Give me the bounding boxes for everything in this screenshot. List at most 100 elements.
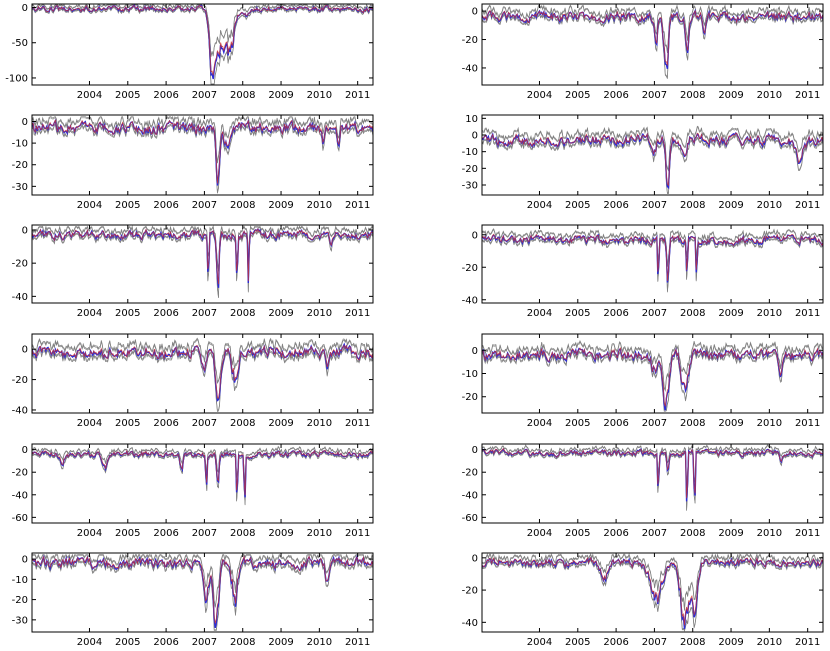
band-line — [32, 451, 373, 506]
x-tick-label: 2004 — [527, 308, 552, 319]
x-tick-label: 2011 — [345, 308, 370, 319]
panel-6-2: -40 -20 0 2004 2005 2006 2007 2008 2009 2010 2011 — [462, 552, 824, 648]
band-line — [32, 445, 373, 485]
y-tick-label: -20 — [462, 392, 478, 403]
x-tick-label: 2009 — [268, 637, 293, 648]
y-tick-label: 0 — [22, 225, 28, 236]
panel-frame — [481, 552, 824, 633]
y-tick-label: 0 — [472, 230, 478, 241]
x-tick-label: 2005 — [115, 200, 140, 211]
y-tick-label: -10 — [462, 369, 478, 380]
y-tick-label: -20 — [12, 468, 28, 479]
x-tick-label: 2005 — [115, 308, 140, 319]
y-tick-label: -40 — [462, 295, 478, 306]
x-tick-label: 2006 — [153, 200, 178, 211]
x-tick-label: 2008 — [230, 308, 255, 319]
series-group — [482, 553, 823, 632]
band-line — [32, 115, 373, 163]
series-line-red — [32, 449, 373, 496]
x-tick-label: 2011 — [345, 528, 370, 539]
panel-5-1: -60 -40 -20 0 2004 2005 2006 2007 2008 2009 2010 20… — [12, 443, 374, 539]
x-tick-label: 2009 — [268, 90, 293, 101]
panel-3-1: -40 -20 0 2004 2005 2006 2007 2008 2009 2010 2011 — [12, 224, 374, 319]
band-line — [482, 444, 823, 486]
series-line-blue — [482, 132, 823, 190]
x-tick-label: 2008 — [680, 90, 705, 101]
x-tick-label: 2004 — [527, 637, 552, 648]
x-tick-label: 2008 — [680, 528, 705, 539]
panel-3-2: -40 -20 0 2004 2005 2006 2007 2008 2009 2010 2011 — [462, 224, 824, 319]
x-tick-label: 2009 — [718, 308, 743, 319]
x-tick-label: 2010 — [757, 418, 782, 429]
x-tick-label: 2007 — [642, 418, 667, 429]
x-tick-label: 2006 — [153, 637, 178, 648]
series-line-blue — [32, 449, 373, 498]
x-tick-label: 2008 — [680, 637, 705, 648]
band-line — [32, 451, 373, 505]
x-tick-label: 2006 — [603, 308, 628, 319]
y-tick-label: 0 — [472, 131, 478, 142]
x-tick-label: 2011 — [795, 418, 820, 429]
band-line — [32, 559, 373, 631]
x-tick-label: 2006 — [153, 418, 178, 429]
band-line — [482, 449, 823, 511]
band-line — [482, 4, 823, 53]
series-line-red — [32, 555, 373, 624]
series-line-blue — [32, 118, 373, 186]
y-tick-label: -30 — [12, 182, 28, 193]
band-line — [32, 6, 373, 85]
x-tick-label: 2008 — [230, 637, 255, 648]
y-tick-label: -30 — [462, 181, 478, 192]
x-tick-label: 2006 — [153, 90, 178, 101]
x-tick-label: 2009 — [718, 90, 743, 101]
series-line-red — [482, 233, 823, 281]
x-tick-label: 2007 — [642, 528, 667, 539]
x-tick-label: 2004 — [77, 637, 102, 648]
x-tick-label: 2010 — [757, 637, 782, 648]
band-line — [32, 4, 373, 57]
band-line — [482, 553, 823, 610]
series-group — [482, 228, 823, 293]
band-line — [32, 553, 373, 607]
y-tick-label: -40 — [462, 490, 478, 501]
x-tick-label: 2007 — [192, 637, 217, 648]
y-tick-label: -100 — [5, 73, 28, 84]
y-tick-label: -20 — [462, 35, 478, 46]
x-tick-label: 2009 — [268, 418, 293, 429]
x-tick-label: 2009 — [718, 200, 743, 211]
x-tick-label: 2009 — [268, 528, 293, 539]
panel-frame — [481, 224, 824, 304]
y-tick-label: -10 — [462, 147, 478, 158]
x-tick-label: 2008 — [230, 528, 255, 539]
series-line-blue — [32, 4, 373, 80]
x-tick-label: 2011 — [795, 528, 820, 539]
series-line-red — [482, 9, 823, 66]
band-line — [482, 559, 823, 632]
y-tick-label: -40 — [462, 63, 478, 74]
series-group — [32, 445, 373, 506]
panel-1-2: -40 -20 0 2004 2005 2006 2007 2008 2009 2010 2011 — [462, 3, 824, 101]
panel-frame — [31, 552, 374, 633]
x-tick-label: 2008 — [680, 200, 705, 211]
band-line — [32, 225, 373, 271]
series-line-red — [32, 119, 373, 184]
x-tick-label: 2005 — [115, 418, 140, 429]
x-tick-label: 2008 — [230, 90, 255, 101]
x-tick-label: 2006 — [603, 637, 628, 648]
x-tick-label: 2010 — [757, 200, 782, 211]
series-line-red — [482, 447, 823, 499]
x-tick-label: 2007 — [192, 200, 217, 211]
panel-2-2: -30 -20 -10 0 10 2004 2005 2006 2007 2008 2009 2010… — [462, 114, 824, 211]
panel-frame — [481, 114, 824, 196]
series-group — [32, 115, 373, 194]
x-tick-label: 2007 — [192, 418, 217, 429]
x-tick-label: 2010 — [307, 528, 332, 539]
band-line — [482, 339, 823, 391]
x-tick-label: 2008 — [680, 308, 705, 319]
y-tick-label: 0 — [472, 7, 478, 18]
series-group — [32, 553, 373, 631]
x-tick-label: 2004 — [527, 418, 552, 429]
x-tick-label: 2007 — [192, 90, 217, 101]
panel-1-1: -100 -50 0 2004 2005 2006 2007 2008 2009 2010 2011 — [5, 3, 374, 101]
